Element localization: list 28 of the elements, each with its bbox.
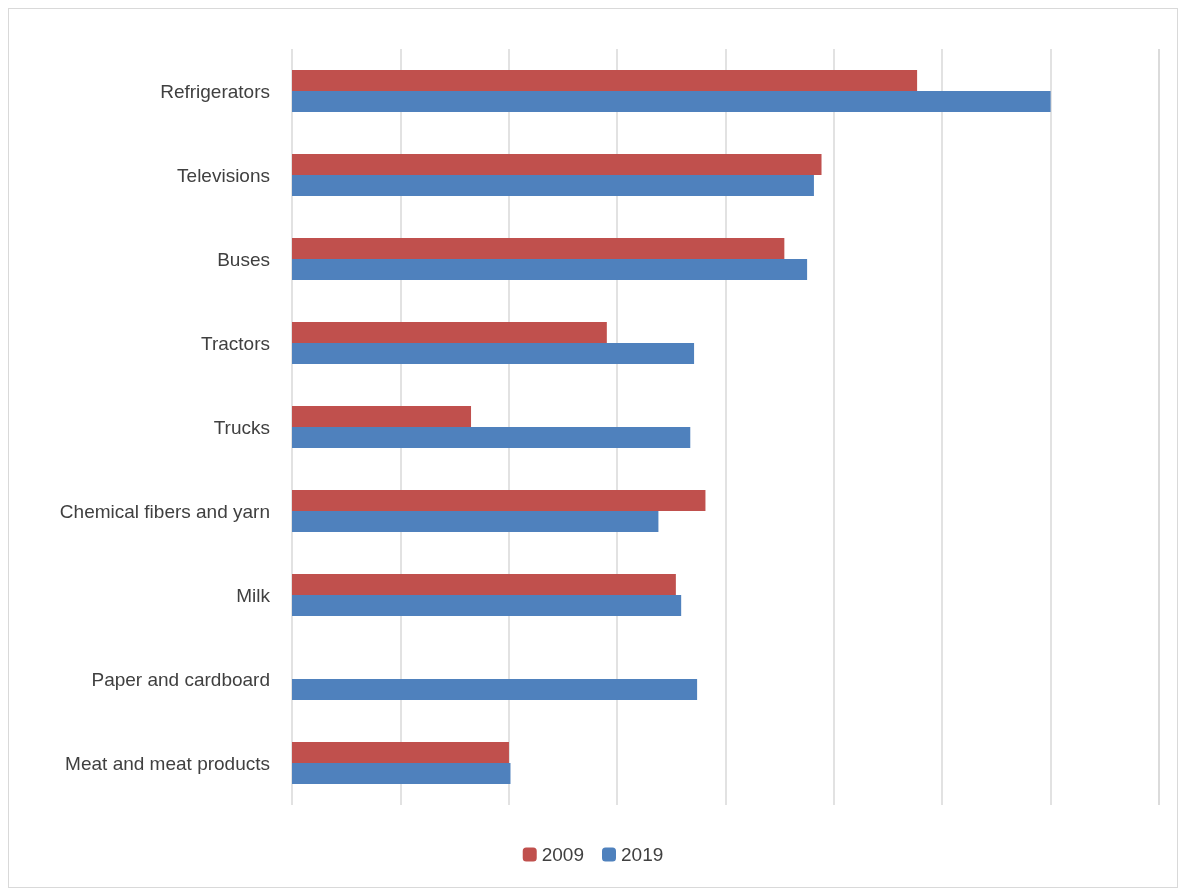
bar [292, 322, 607, 343]
legend-label: 2019 [621, 844, 664, 865]
bar [292, 595, 682, 616]
bar [292, 175, 814, 196]
y-tick-label: Televisions [177, 164, 270, 186]
bar [292, 70, 918, 91]
bar [292, 259, 808, 280]
bar [292, 742, 509, 763]
bar [292, 574, 676, 595]
bar [292, 490, 706, 511]
y-tick-label: Tractors [201, 332, 270, 354]
bar [292, 406, 472, 427]
y-tick-label: Buses [217, 248, 270, 270]
bar [292, 91, 1051, 112]
y-tick-label: Chemical fibers and yarn [59, 500, 270, 522]
bar [292, 154, 822, 175]
y-tick-label: Meat and meat products [65, 752, 270, 774]
bar [292, 238, 785, 259]
y-tick-label: Paper and cardboard [91, 668, 270, 690]
bar [292, 511, 659, 532]
legend-label: 2009 [541, 844, 585, 865]
bar [292, 763, 511, 784]
y-tick-label: Trucks [213, 416, 270, 438]
y-tick-label: Refrigerators [160, 80, 270, 102]
bar [292, 427, 691, 448]
bar [292, 679, 698, 700]
y-tick-label: Milk [236, 584, 271, 606]
bar [292, 343, 695, 364]
